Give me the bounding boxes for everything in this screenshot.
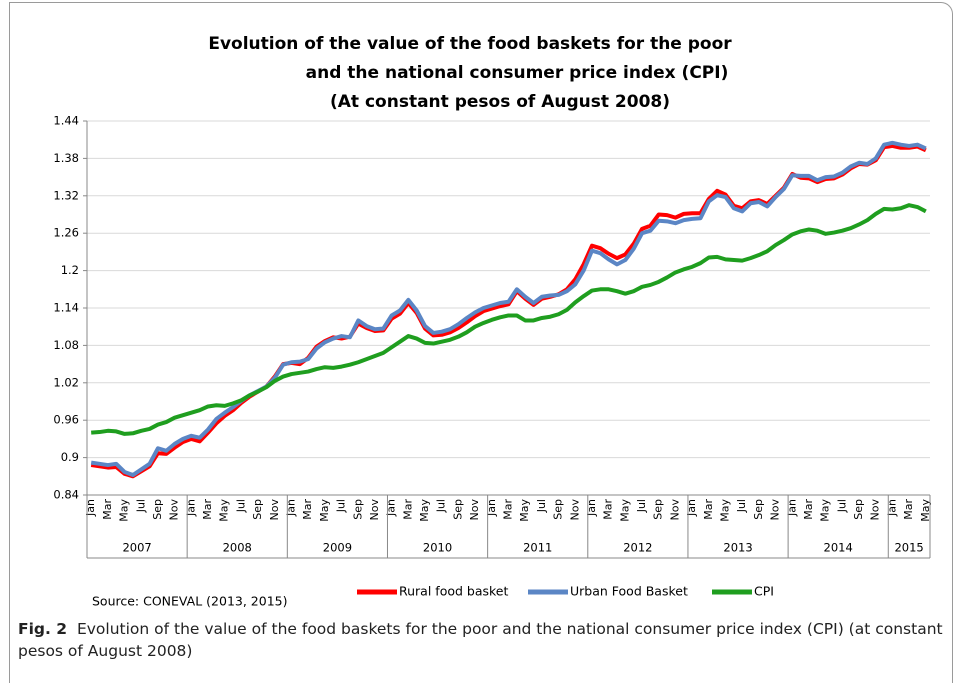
x-tick-label: Jan xyxy=(585,499,598,517)
x-tick-label: May xyxy=(618,499,631,522)
x-tick-label: Sep xyxy=(852,499,865,520)
x-tick-label: Mar xyxy=(301,499,314,520)
x-tick-label: Nov xyxy=(668,499,681,521)
year-label: 2014 xyxy=(824,541,853,555)
x-tick-label: Sep xyxy=(652,499,665,520)
caption-text: Evolution of the value of the food baske… xyxy=(18,620,943,660)
x-tick-label: Nov xyxy=(568,499,581,521)
frame xyxy=(9,2,953,683)
x-tick-label: May xyxy=(318,499,331,522)
y-tick-label: 1.2 xyxy=(61,263,79,277)
x-tick-label: Sep xyxy=(251,499,264,520)
y-tick-label: 0.9 xyxy=(61,450,79,464)
year-label: 2008 xyxy=(223,541,252,555)
x-tick-label: May xyxy=(719,499,732,522)
x-tick-label: May xyxy=(418,499,431,522)
y-tick-label: 1.02 xyxy=(53,375,79,389)
x-tick-label: Mar xyxy=(201,499,214,520)
x-tick-label: Jan xyxy=(184,499,197,517)
x-tick-label: Mar xyxy=(802,499,815,520)
x-tick-label: May xyxy=(118,499,131,522)
year-label: 2010 xyxy=(423,541,452,555)
x-tick-label: May xyxy=(819,499,832,522)
chart-title: Evolution of the value of the food baske… xyxy=(208,34,732,54)
chart: Evolution of the value of the food baske… xyxy=(53,34,932,609)
x-tick-label: Jan xyxy=(685,499,698,517)
year-label: 2015 xyxy=(894,541,923,555)
legend-label: Urban Food Basket xyxy=(570,584,688,599)
x-tick-label: Jan xyxy=(885,499,898,517)
x-tick-label: Jan xyxy=(485,499,498,517)
x-tick-label: Jan xyxy=(284,499,297,517)
chart-title: (At constant pesos of August 2008) xyxy=(330,92,670,112)
x-tick-label: Jul xyxy=(335,499,348,513)
x-tick-label: Mar xyxy=(702,499,715,520)
series-line xyxy=(90,140,927,478)
y-tick-label: 1.14 xyxy=(53,301,79,315)
y-tick-label: 1.32 xyxy=(53,188,79,202)
x-tick-label: Mar xyxy=(602,499,615,520)
x-tick-label: Nov xyxy=(268,499,281,521)
x-tick-label: Jul xyxy=(234,499,247,513)
caption: Fig. 2 Evolution of the value of the foo… xyxy=(18,618,948,662)
y-tick-label: 1.26 xyxy=(53,226,79,240)
x-tick-label: Sep xyxy=(752,499,765,520)
x-tick-label: Jul xyxy=(635,499,648,513)
y-tick-label: 0.84 xyxy=(53,488,79,502)
x-tick-label: Nov xyxy=(168,499,181,521)
year-label: 2012 xyxy=(623,541,652,555)
x-tick-label: Jul xyxy=(835,499,848,513)
x-tick-label: Jul xyxy=(735,499,748,513)
x-tick-label: Sep xyxy=(552,499,565,520)
x-tick-label: May xyxy=(919,499,932,522)
year-label: 2009 xyxy=(323,541,352,555)
x-tick-label: Mar xyxy=(902,499,915,520)
x-tick-label: Sep xyxy=(351,499,364,520)
source: Source: CONEVAL (2013, 2015) xyxy=(92,594,288,609)
chart-title: and the national consumer price index (C… xyxy=(306,63,729,83)
x-tick-label: Jan xyxy=(84,499,97,517)
year-label: 2011 xyxy=(523,541,552,555)
x-tick-label: May xyxy=(518,499,531,522)
legend-label: CPI xyxy=(754,584,774,599)
year-label: 2013 xyxy=(723,541,752,555)
x-tick-label: Nov xyxy=(468,499,481,521)
x-tick-label: Mar xyxy=(101,499,114,520)
x-tick-label: Nov xyxy=(769,499,782,521)
x-tick-label: Jan xyxy=(785,499,798,517)
x-tick-label: Jul xyxy=(435,499,448,513)
y-tick-label: 1.44 xyxy=(53,114,79,128)
y-tick-label: 0.96 xyxy=(53,413,79,427)
x-tick-label: Mar xyxy=(401,499,414,520)
x-tick-label: May xyxy=(218,499,231,522)
y-tick-label: 1.38 xyxy=(53,151,79,165)
legend-label: Rural food basket xyxy=(399,584,508,599)
x-tick-label: Jul xyxy=(134,499,147,513)
x-tick-label: Nov xyxy=(368,499,381,521)
year-label: 2007 xyxy=(122,541,151,555)
x-tick-label: Nov xyxy=(869,499,882,521)
x-tick-label: Jan xyxy=(385,499,398,517)
x-tick-label: Jul xyxy=(535,499,548,513)
x-tick-label: Mar xyxy=(502,499,515,520)
series-line xyxy=(91,203,927,436)
x-tick-label: Sep xyxy=(151,499,164,520)
y-tick-label: 1.08 xyxy=(53,338,79,352)
x-tick-label: Sep xyxy=(451,499,464,520)
caption-label: Fig. 2 xyxy=(18,620,68,638)
